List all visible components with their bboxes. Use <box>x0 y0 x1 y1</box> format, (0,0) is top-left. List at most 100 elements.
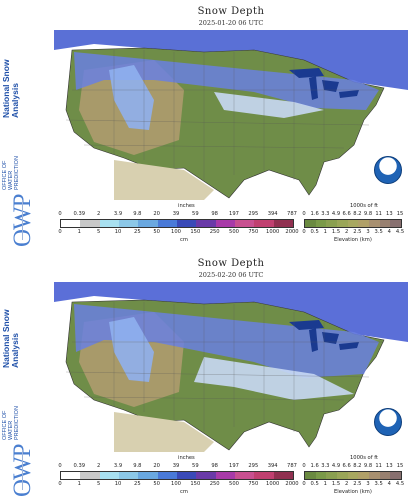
color-swatch <box>118 472 139 479</box>
canada-region <box>54 282 408 342</box>
tick-label: 9.8 <box>363 463 373 469</box>
tick-label: 2000 <box>285 481 299 487</box>
depth-unit-cm: cm <box>180 489 188 495</box>
tick-label: 50 <box>153 481 160 487</box>
color-swatch <box>80 220 100 227</box>
tick-label: 750 <box>248 481 259 487</box>
tick-label: 10 <box>114 229 122 235</box>
color-swatch <box>80 472 100 479</box>
color-swatch <box>176 220 197 227</box>
tick-label: 39 <box>172 211 180 217</box>
depth-colorbar <box>60 219 294 228</box>
tick-label: 8.2 <box>353 211 362 217</box>
tick-label: 8.2 <box>353 463 362 469</box>
tick-label: 9.8 <box>133 211 142 217</box>
color-swatch <box>326 220 338 227</box>
elev-unit-ft: 1000s of ft <box>350 455 378 461</box>
snow-depth-panel-january: Snow Depth 2025-01-20 06 UTC inches 1000s… <box>50 0 412 248</box>
tick-label: 750 <box>248 229 259 235</box>
color-swatch <box>118 220 139 227</box>
elev-colorbar <box>304 219 402 228</box>
tick-label: 25 <box>134 481 141 487</box>
panel-title: Snow Depth <box>197 258 265 269</box>
color-swatch <box>369 472 380 479</box>
color-swatch <box>347 472 359 479</box>
brand-strip: National Snow Analysis OFFICE OF WATER P… <box>0 0 48 500</box>
tick-label: 59 <box>192 463 199 469</box>
tick-label: 0.39 <box>73 211 86 217</box>
tick-label: 1.6 <box>310 211 319 217</box>
color-swatch <box>315 220 327 227</box>
color-swatch <box>369 220 380 227</box>
noaa-logo-icon <box>374 408 402 436</box>
depth-colorbar <box>60 471 294 480</box>
tick-label: 100 <box>171 229 181 235</box>
map-svg <box>54 282 408 452</box>
color-swatch <box>215 472 235 479</box>
tick-label: 0 <box>302 211 306 217</box>
tick-label: 1 <box>77 481 81 487</box>
tick-label: 2.5 <box>353 229 362 235</box>
tick-label: 295 <box>248 211 259 217</box>
elev-unit-km: Elevation (km) <box>334 237 372 243</box>
tick-label: 11 <box>375 211 382 217</box>
color-swatch <box>305 220 316 227</box>
color-swatch <box>138 472 158 479</box>
tick-label: 0 <box>58 211 62 217</box>
tick-label: 20 <box>153 211 160 217</box>
tick-label: 2 <box>345 481 349 487</box>
tick-label: 100 <box>171 481 181 487</box>
tick-label: 1 <box>323 481 327 487</box>
tick-label: 2000 <box>285 229 299 235</box>
color-swatch <box>358 220 370 227</box>
tick-label: 394 <box>267 211 278 217</box>
brand-office: OFFICE OF WATER PREDICTION <box>2 406 20 440</box>
tick-label: 6.6 <box>342 463 351 469</box>
tick-label: 4 <box>387 229 391 235</box>
tick-label: 25 <box>134 229 141 235</box>
depth-unit-inches: inches <box>178 455 195 461</box>
tick-label: 4.9 <box>331 463 341 469</box>
tick-label: 15 <box>396 463 404 469</box>
color-swatch <box>176 472 197 479</box>
tick-label: 0.5 <box>310 481 319 487</box>
canada-region <box>54 30 408 90</box>
tick-label: 0.5 <box>310 229 319 235</box>
color-swatch <box>390 220 402 227</box>
panel-date: 2025-02-20 06 UTC <box>198 271 264 279</box>
tick-label: 50 <box>153 229 160 235</box>
owp-logo: OWP <box>9 444 36 497</box>
color-swatch <box>390 472 402 479</box>
tick-label: 2 <box>345 229 349 235</box>
snow-depth-panel-february: Snow Depth 2025-02-20 06 UTC inches 1000s… <box>50 252 412 500</box>
tick-label: 3.3 <box>321 463 330 469</box>
tick-label: 5 <box>97 229 101 235</box>
tick-label: 1 <box>77 229 81 235</box>
tick-label: 0 <box>302 481 306 487</box>
tick-label: 0 <box>58 229 62 235</box>
tick-label: 0.39 <box>73 463 86 469</box>
tick-label: 1.5 <box>331 481 341 487</box>
tick-label: 39 <box>172 463 180 469</box>
panel-title: Snow Depth <box>197 6 265 17</box>
elev-unit-ft: 1000s of ft <box>350 203 378 209</box>
brand-block-top: National Snow Analysis OFFICE OF WATER P… <box>0 0 48 250</box>
tick-label: 0 <box>302 463 306 469</box>
tick-label: 98 <box>211 463 218 469</box>
tick-label: 0 <box>58 463 62 469</box>
color-swatch <box>99 220 119 227</box>
tick-label: 5 <box>97 481 101 487</box>
color-swatch <box>61 472 81 479</box>
tick-label: 3 <box>366 481 370 487</box>
tick-label: 3.5 <box>374 481 383 487</box>
tick-label: 394 <box>267 463 278 469</box>
noaa-logo-icon <box>374 156 402 184</box>
color-swatch <box>234 220 255 227</box>
tick-label: 6.6 <box>342 211 351 217</box>
color-swatch <box>196 472 216 479</box>
tick-label: 500 <box>229 481 239 487</box>
tick-label: 250 <box>209 229 220 235</box>
color-swatch <box>234 472 255 479</box>
brand-divider <box>22 200 23 240</box>
tick-label: 15 <box>396 211 404 217</box>
